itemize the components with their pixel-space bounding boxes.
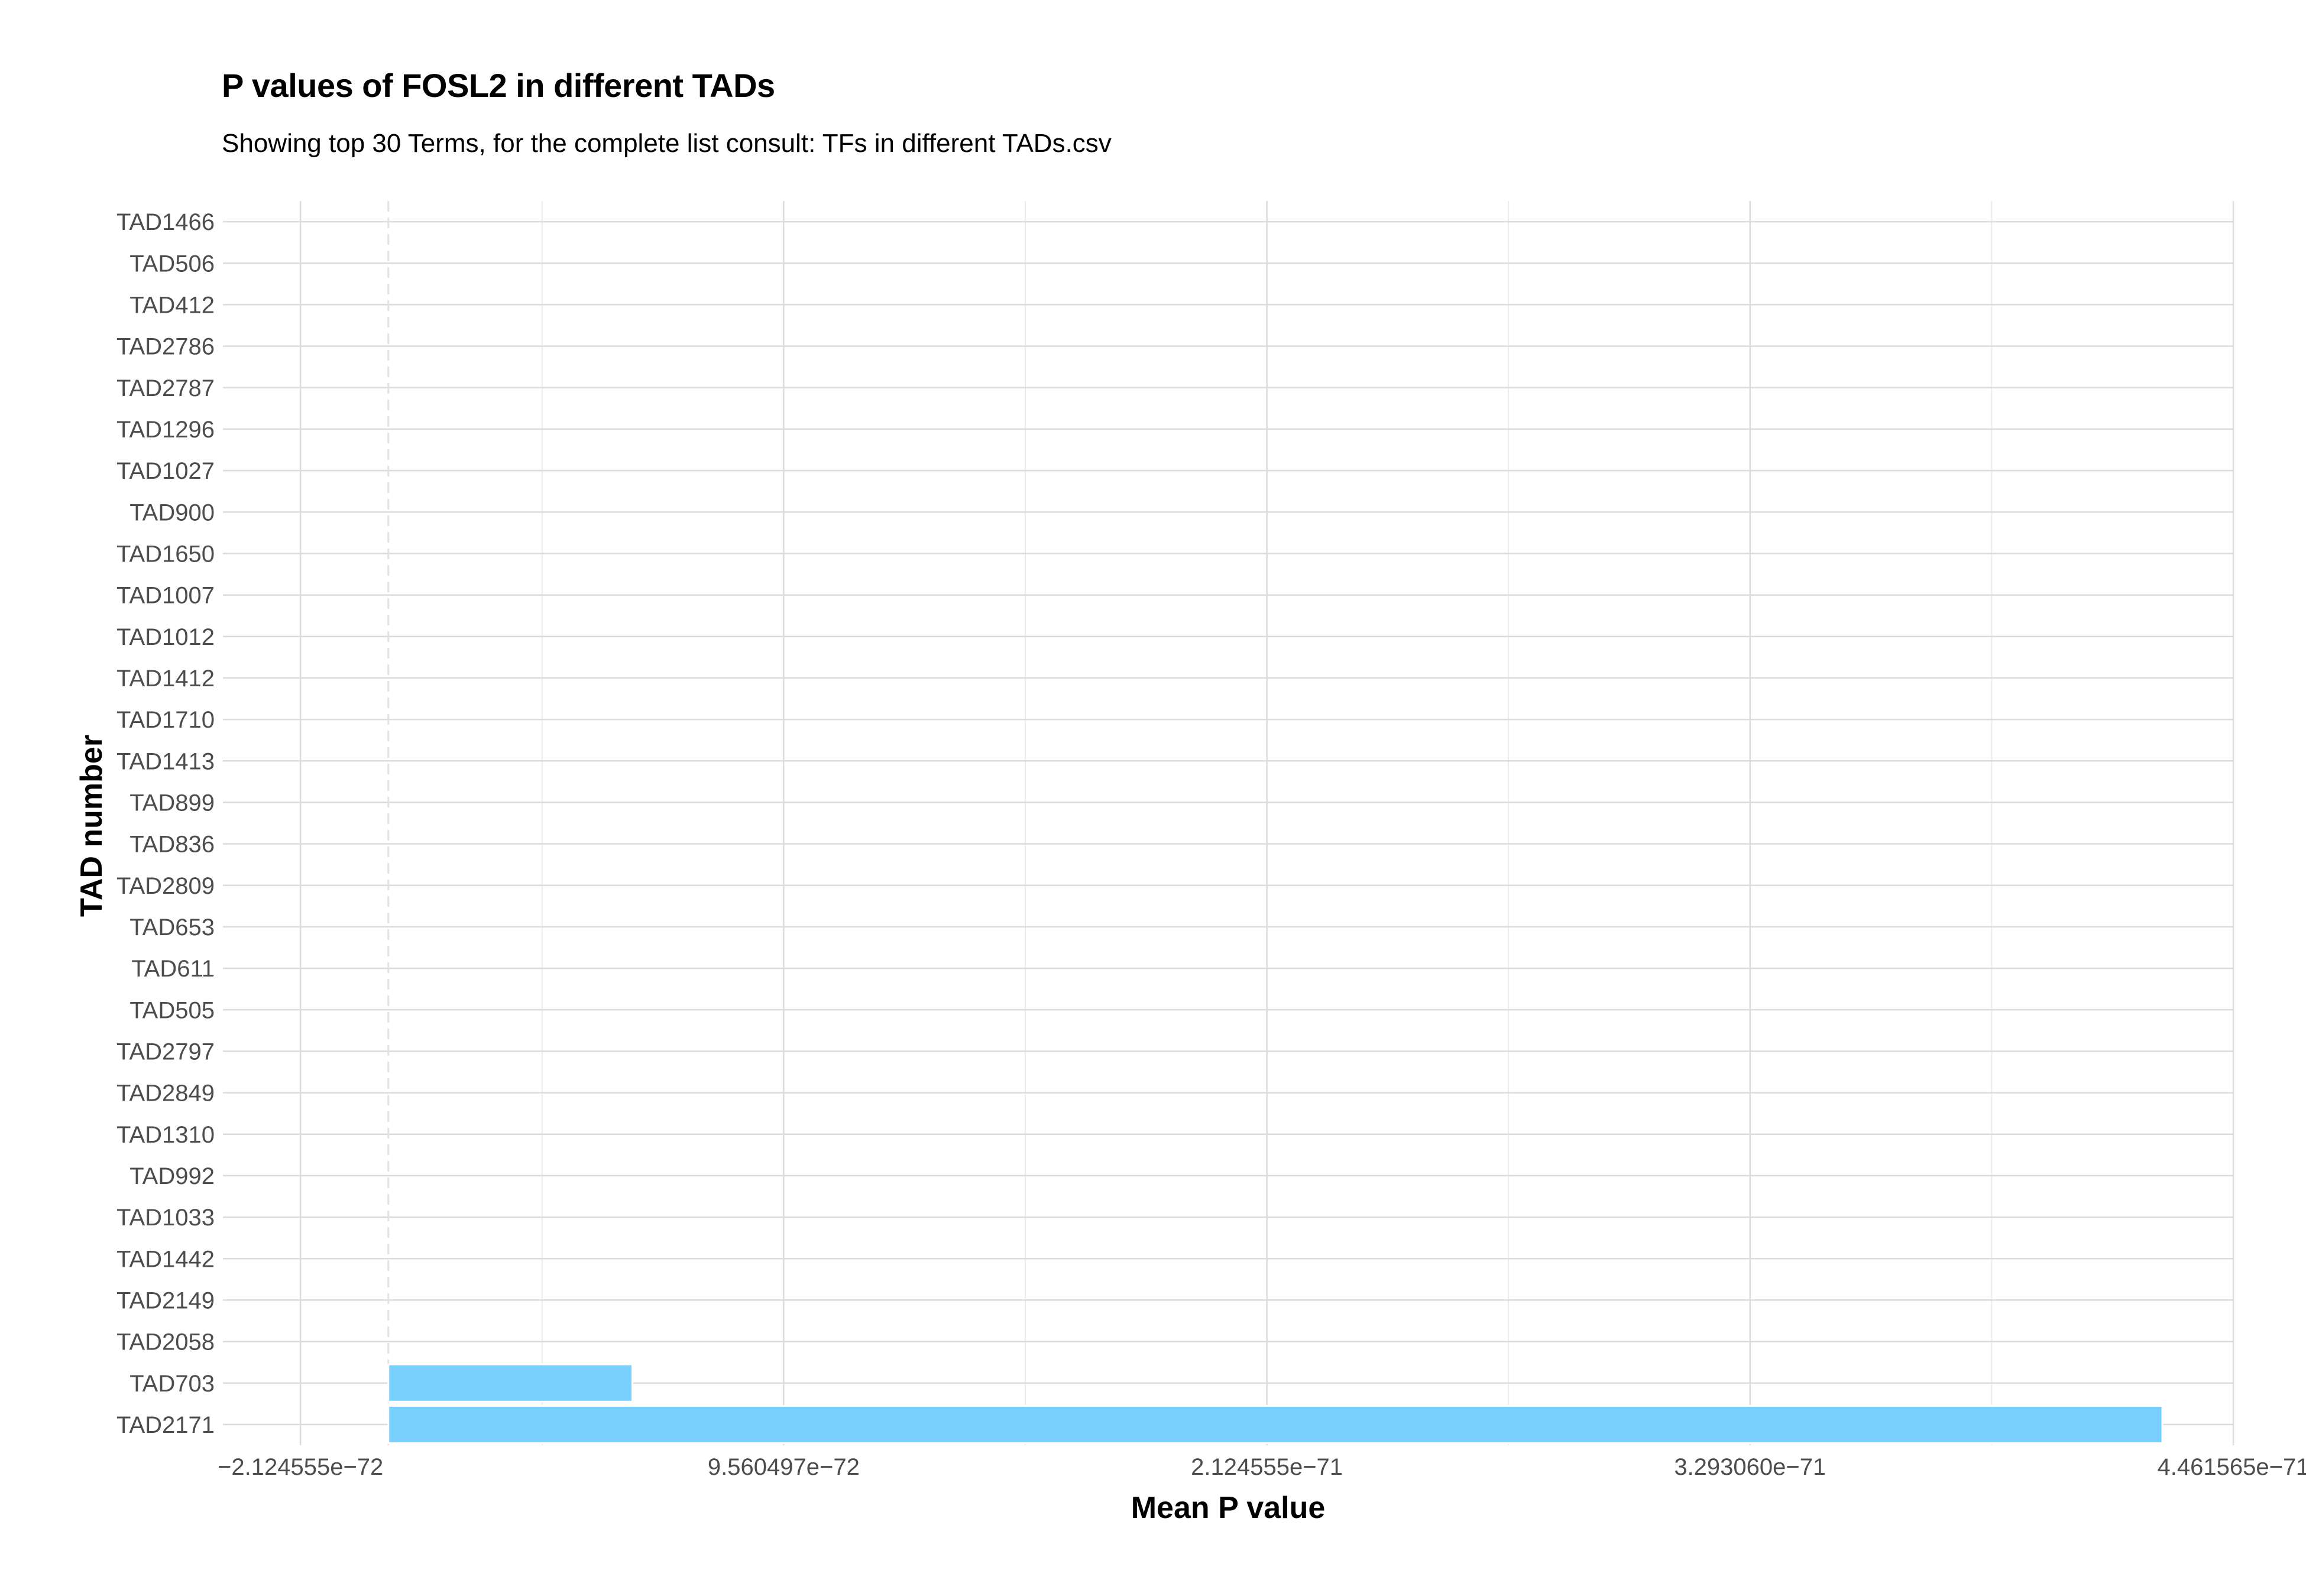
y-tick-label: TAD506	[129, 251, 215, 277]
y-tick-label: TAD900	[129, 499, 215, 525]
y-tick-label: TAD2809	[116, 873, 215, 899]
y-tick-label: TAD1650	[116, 541, 215, 567]
y-axis-title: TAD number	[75, 735, 109, 917]
y-tick-labels: TAD2171 TAD703 TAD2058 TAD2149 TAD1442 TAD103…	[116, 209, 215, 1438]
y-tick-label: TAD1413	[116, 748, 215, 774]
y-tick-label: TAD836	[129, 832, 215, 858]
y-tick-label: TAD1710	[116, 707, 215, 733]
y-tick-label: TAD2058	[116, 1329, 215, 1355]
x-tick-label: 4.461565e−71	[2158, 1454, 2306, 1480]
bar-tad703	[387, 1363, 633, 1403]
y-tick-label: TAD2797	[116, 1039, 215, 1065]
y-tick-label: TAD1027	[116, 458, 215, 484]
y-tick-label: TAD2149	[116, 1287, 215, 1313]
y-tick-label: TAD1412	[116, 666, 215, 692]
y-tick-label: TAD1033	[116, 1205, 215, 1231]
y-tick-label: TAD1466	[116, 209, 215, 235]
chart-subtitle: Showing top 30 Terms, for the complete l…	[222, 129, 1112, 158]
x-tick-label: −2.124555e−72	[218, 1454, 383, 1480]
y-tick-label: TAD1310	[116, 1122, 215, 1148]
y-tick-label: TAD899	[129, 790, 215, 816]
grid	[223, 201, 2234, 1445]
bar-tad2171	[387, 1404, 2164, 1444]
y-tick-label: TAD412	[129, 292, 215, 318]
y-tick-label: TAD611	[131, 956, 215, 982]
bars	[387, 1363, 2164, 1444]
y-tick-label: TAD1442	[116, 1246, 215, 1272]
y-tick-label: TAD703	[129, 1371, 215, 1397]
y-tick-label: TAD653	[129, 914, 215, 940]
x-axis-title: Mean P value	[1131, 1491, 1326, 1525]
x-tick-label: 3.293060e−71	[1674, 1454, 1826, 1480]
y-tick-label: TAD505	[129, 997, 215, 1023]
y-tick-label: TAD2171	[116, 1412, 215, 1438]
y-tick-label: TAD2787	[116, 375, 215, 401]
y-tick-label: TAD1007	[116, 583, 215, 609]
y-tick-label: TAD992	[129, 1163, 215, 1189]
y-tick-label: TAD1012	[116, 624, 215, 650]
y-tick-label: TAD1296	[116, 417, 215, 443]
x-tick-label: 2.124555e−71	[1191, 1454, 1343, 1480]
y-tick-label: TAD2786	[116, 334, 215, 360]
chart-title: P values of FOSL2 in different TADs	[222, 67, 775, 104]
x-tick-label: 9.560497e−72	[708, 1454, 860, 1480]
x-tick-labels: −2.124555e−72 9.560497e−72 2.124555e−71 3.2…	[218, 1454, 2306, 1480]
y-tick-label: TAD2849	[116, 1081, 215, 1107]
